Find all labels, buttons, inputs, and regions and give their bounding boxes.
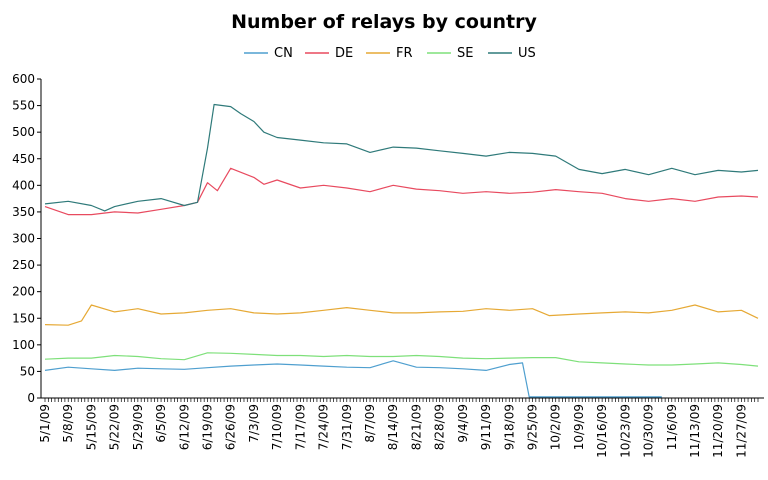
x-tick-label: 11/13/09	[688, 404, 702, 458]
y-axis: 0 50 100 150 200 250 300 350 400 450 500 550 600	[12, 72, 41, 405]
y-tick-label: 100	[12, 338, 35, 352]
x-tick-label: 10/16/09	[595, 404, 609, 458]
x-tick-label: 6/12/09	[177, 404, 191, 450]
y-tick-label: 500	[12, 125, 35, 139]
x-tick-label: 7/31/09	[340, 404, 354, 450]
y-tick-label: 300	[12, 232, 35, 246]
series-line-us	[44, 103, 759, 212]
legend-label-de: DE	[335, 46, 353, 61]
series-lines	[44, 103, 759, 398]
x-tick-label: 10/30/09	[642, 404, 656, 458]
x-tick-label: 7/3/09	[247, 404, 261, 443]
x-tick-label: 5/22/09	[108, 404, 122, 450]
series-line-cn	[44, 360, 662, 398]
y-tick-label: 150	[12, 311, 35, 325]
legend-label-fr: FR	[396, 46, 413, 61]
y-tick-label: 400	[12, 178, 35, 192]
x-tick-label: 5/8/09	[61, 404, 75, 443]
x-tick-label: 6/26/09	[224, 404, 238, 450]
x-tick-label: 11/6/09	[665, 404, 679, 450]
series-line-de	[44, 167, 759, 216]
chart-title: Number of relays by country	[231, 11, 537, 33]
x-tick-label: 10/23/09	[618, 404, 632, 458]
legend-label-cn: CN	[274, 46, 293, 61]
y-tick-label: 200	[12, 285, 35, 299]
legend-label-se: SE	[457, 46, 473, 61]
y-tick-label: 550	[12, 99, 35, 113]
y-tick-label: 450	[12, 152, 35, 166]
y-tick-label: 0	[27, 391, 35, 405]
x-axis: 5/1/09 5/8/09 5/15/09 5/22/09 5/29/09 6/5/09 6…	[38, 398, 759, 458]
series-line-fr	[44, 304, 759, 326]
x-tick-label: 11/20/09	[711, 404, 725, 458]
x-tick-label: 8/14/09	[386, 404, 400, 450]
x-tick-label: 7/24/09	[317, 404, 331, 450]
y-tick-label: 600	[12, 72, 35, 86]
legend: CN DE FR SE US	[244, 46, 536, 61]
x-tick-label: 7/17/09	[293, 404, 307, 450]
series-line-se	[44, 352, 759, 367]
x-tick-label: 10/2/09	[549, 404, 563, 450]
y-tick-label: 250	[12, 258, 35, 272]
x-tick-label: 5/29/09	[131, 404, 145, 450]
x-tick-label: 8/21/09	[409, 404, 423, 450]
x-tick-label: 8/28/09	[433, 404, 447, 450]
x-tick-label: 6/5/09	[154, 404, 168, 443]
x-tick-label: 5/1/09	[38, 404, 52, 443]
x-tick-label: 9/11/09	[479, 404, 493, 450]
x-tick-label: 7/10/09	[270, 404, 284, 450]
y-tick-label: 50	[20, 364, 35, 378]
x-tick-label: 10/9/09	[572, 404, 586, 450]
x-tick-label: 9/18/09	[502, 404, 516, 450]
x-tick-label: 9/25/09	[525, 404, 539, 450]
y-tick-label: 350	[12, 205, 35, 219]
x-tick-label: 9/4/09	[456, 404, 470, 443]
x-tick-label: 5/15/09	[84, 404, 98, 450]
x-tick-label: 6/19/09	[200, 404, 214, 450]
x-tick-label: 11/27/09	[734, 404, 748, 458]
legend-label-us: US	[518, 46, 536, 61]
x-tick-label: 8/7/09	[363, 404, 377, 443]
